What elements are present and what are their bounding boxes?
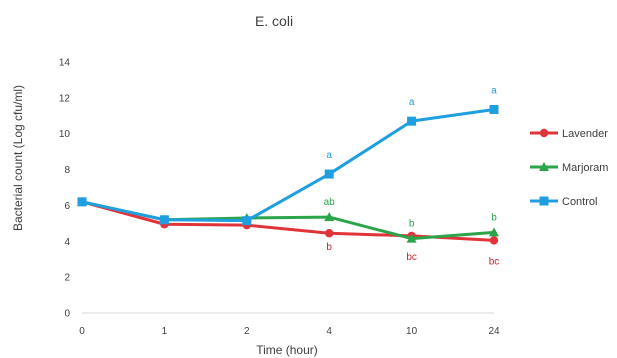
series-layer — [77, 105, 499, 245]
legend-label-marjoram: Marjoram — [562, 162, 608, 174]
y-axis-title: Bacterial count (Log cfu/ml) — [11, 85, 25, 231]
series-marjoram — [77, 196, 499, 243]
data-point-control — [489, 105, 499, 115]
series-control — [77, 105, 499, 226]
legend-label-control: Control — [562, 196, 597, 208]
y-tick-label: 14 — [59, 58, 71, 69]
legend-label-lavender: Lavender — [562, 128, 608, 140]
data-point-control — [77, 197, 87, 207]
x-axis-ticks: 0 1 2 4 10 24 — [79, 326, 500, 337]
data-point-marjoram — [324, 212, 335, 222]
x-tick-label: 4 — [326, 326, 332, 337]
x-tick-label: 2 — [244, 326, 250, 337]
y-tick-label: 8 — [64, 165, 70, 176]
y-axis-ticks: 0 2 4 6 8 10 12 14 — [59, 58, 71, 320]
legend-item-marjoram: Marjoram — [530, 162, 608, 174]
legend-marker-lavender — [539, 128, 549, 138]
data-point-lavender — [489, 236, 499, 245]
significance-label-marjoram: ab — [324, 197, 336, 208]
data-point-lavender — [325, 229, 334, 238]
legend-marker-control — [539, 196, 549, 206]
data-point-marjoram — [406, 233, 417, 243]
y-tick-label: 12 — [59, 93, 71, 104]
data-point-control — [159, 215, 169, 225]
data-point-control — [407, 116, 417, 126]
x-tick-label: 24 — [488, 326, 500, 337]
data-point-control — [242, 216, 252, 226]
y-tick-label: 4 — [64, 237, 70, 248]
x-tick-label: 10 — [406, 326, 418, 337]
legend-item-control: Control — [530, 196, 597, 208]
significance-label-control: a — [326, 150, 332, 161]
legend: Lavender Marjoram Control — [530, 128, 608, 208]
data-point-marjoram — [489, 227, 499, 237]
significance-label-lavender: b — [326, 242, 332, 253]
significance-label-control: a — [409, 97, 415, 108]
x-tick-label: 1 — [162, 326, 168, 337]
y-tick-label: 10 — [59, 129, 71, 140]
data-point-control — [324, 169, 334, 179]
significance-label-lavender: bc — [489, 256, 500, 267]
series-line-lavender — [81, 200, 495, 242]
significance-labels: b bc bc ab b b a a a — [324, 86, 500, 268]
significance-label-marjoram: b — [491, 212, 497, 223]
series-line-marjoram — [81, 200, 495, 241]
x-tick-label: 0 — [79, 326, 85, 337]
significance-label-lavender: bc — [406, 252, 417, 263]
y-tick-label: 6 — [64, 201, 70, 212]
x-axis-title: Time (hour) — [256, 343, 318, 357]
legend-item-lavender: Lavender — [530, 128, 608, 140]
y-tick-label: 2 — [64, 273, 70, 284]
series-line-control — [81, 108, 495, 223]
significance-label-marjoram: b — [409, 219, 415, 230]
significance-label-control: a — [491, 86, 497, 97]
legend-marker-marjoram — [539, 162, 549, 171]
chart-title: E. coli — [255, 13, 293, 29]
y-tick-label: 0 — [64, 309, 70, 320]
